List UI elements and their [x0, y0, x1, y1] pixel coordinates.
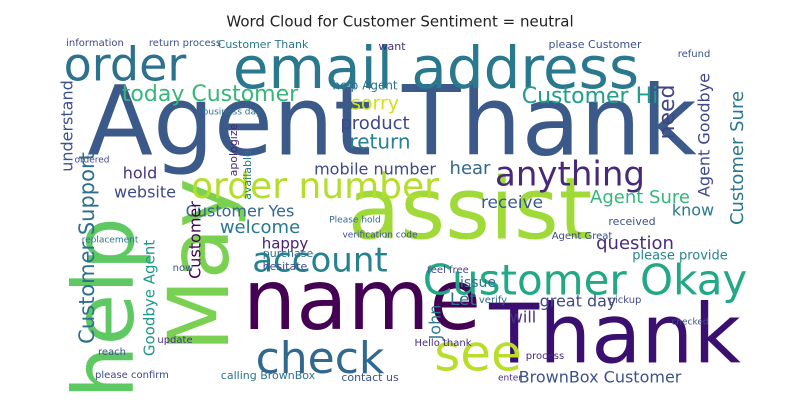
- word: assist: [348, 159, 593, 259]
- word: account: [252, 241, 387, 281]
- word: pickup: [609, 295, 642, 306]
- word: received: [608, 215, 655, 228]
- word: Customer Sure: [727, 91, 748, 225]
- word: Customer Okay: [423, 256, 748, 305]
- word: information: [66, 38, 124, 49]
- word: name: [243, 251, 481, 349]
- word: update: [157, 335, 192, 346]
- word: anything: [495, 155, 645, 195]
- word: Customer Yes: [186, 202, 295, 221]
- word: Customer: [186, 201, 205, 279]
- word: website: [114, 183, 176, 202]
- word: today Customer: [122, 82, 299, 107]
- word: Please hold: [329, 216, 381, 226]
- word: verification code: [342, 231, 417, 241]
- word: Agent Sure: [590, 187, 690, 208]
- word: now: [173, 263, 194, 274]
- word: Agent Goodbye: [695, 73, 714, 197]
- word: Agent Thank: [87, 65, 697, 177]
- word: Thank: [488, 287, 741, 382]
- word: product: [340, 113, 409, 134]
- word: welcome: [220, 217, 300, 238]
- word: Goodbye Agent: [141, 240, 159, 356]
- word: email address: [233, 34, 639, 102]
- word: help: [55, 217, 153, 399]
- word: question: [596, 233, 674, 254]
- word: order: [64, 38, 187, 92]
- word: sorry: [351, 93, 399, 115]
- word: process: [526, 351, 564, 362]
- chart-title: Word Cloud for Customer Sentiment = neut…: [226, 13, 573, 31]
- word: please Customer: [549, 38, 642, 51]
- word: verify: [479, 295, 507, 306]
- word: Customer Thank: [218, 38, 309, 51]
- word: will: [510, 308, 536, 327]
- word: Customer Hi: [522, 84, 659, 109]
- word: feel free: [427, 265, 469, 276]
- word: hear: [450, 158, 492, 179]
- word: want: [378, 40, 406, 53]
- word: receive: [481, 193, 543, 213]
- word: happy: [262, 235, 309, 253]
- word: refund: [678, 49, 711, 60]
- word: mobile number: [314, 160, 436, 179]
- word: business day: [203, 108, 262, 118]
- word: issue: [460, 275, 496, 291]
- word: know: [672, 201, 714, 220]
- word: checked: [671, 318, 708, 328]
- word: BrownBox Customer: [519, 368, 682, 387]
- word: John: [426, 305, 445, 341]
- word: apologize: [227, 123, 240, 176]
- word: order number: [191, 166, 439, 207]
- cloud-background: [55, 38, 747, 388]
- word: calling BrownBox: [221, 369, 316, 382]
- word: return process: [149, 38, 221, 49]
- word: please provide: [632, 249, 728, 264]
- word: understand: [58, 80, 77, 172]
- word: Agent Great: [552, 231, 613, 242]
- word: hold: [123, 164, 158, 183]
- word: please confirm: [95, 370, 169, 381]
- word: help Agent: [332, 79, 398, 93]
- word: contact us: [341, 371, 399, 384]
- word: available: [241, 150, 254, 200]
- word: Customer Support: [75, 152, 99, 344]
- word: see: [434, 325, 522, 383]
- word: purchase: [263, 247, 314, 260]
- word: enter: [498, 374, 522, 384]
- word: Hello thank: [414, 338, 471, 349]
- word: May: [150, 178, 248, 352]
- word: Let: [450, 290, 477, 310]
- word: hesitate: [263, 260, 308, 273]
- word: check: [256, 333, 385, 384]
- word: return: [349, 130, 410, 154]
- word: replacement: [82, 236, 139, 246]
- word: ordered: [74, 156, 109, 166]
- word: need: [655, 85, 680, 140]
- word: great day: [540, 292, 617, 311]
- word: reach: [98, 347, 126, 358]
